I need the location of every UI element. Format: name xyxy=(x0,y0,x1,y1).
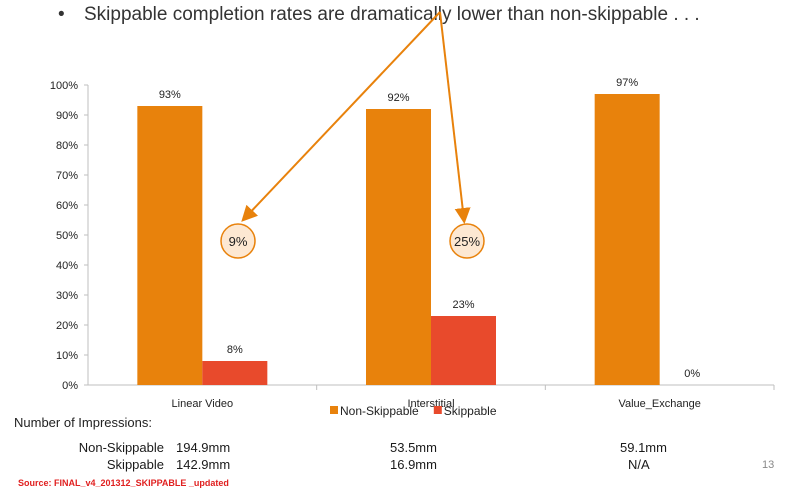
annotation-circle xyxy=(449,223,485,259)
y-tick-label: 10% xyxy=(56,350,78,362)
arrow-to-interstitial xyxy=(439,11,471,224)
impressions-value: 142.9mm xyxy=(176,457,231,472)
impressions-value: 53.5mm xyxy=(390,440,437,455)
y-tick-label: 60% xyxy=(56,200,78,212)
impressions-row-label: Non-Skippable xyxy=(78,440,164,455)
y-tick-label: 70% xyxy=(56,170,78,182)
bar-non-skippable xyxy=(137,106,203,385)
y-tick-label: 0% xyxy=(62,380,78,392)
annotation-circle xyxy=(220,223,256,259)
data-label: 93% xyxy=(159,89,181,101)
data-label: 8% xyxy=(227,344,243,356)
y-tick-label: 20% xyxy=(56,320,78,332)
impressions-title: Number of Impressions: xyxy=(14,415,152,430)
y-tick-label: 100% xyxy=(50,80,78,92)
legend-label: Non-Skippable xyxy=(340,404,419,418)
headline: • Skippable completion rates are dramatic… xyxy=(58,4,700,26)
data-label: 97% xyxy=(616,77,638,89)
headline-text: Skippable completion rates are dramatica… xyxy=(84,4,700,25)
bar-non-skippable xyxy=(366,109,431,385)
source-note: Source: FINAL_v4_201312_SKIPPABLE _updat… xyxy=(18,478,229,488)
annotation-label: 25% xyxy=(454,234,480,249)
y-tick-label: 90% xyxy=(56,110,78,122)
page-number: 13 xyxy=(762,459,775,471)
arrow-to-linear-video xyxy=(241,11,441,222)
x-tick-label: Linear Video xyxy=(172,398,234,410)
impressions-row-label: Skippable xyxy=(106,457,164,472)
bar-skippable xyxy=(202,361,268,385)
y-tick-label: 30% xyxy=(56,290,78,302)
x-tick-label: Value_Exchange xyxy=(618,398,700,410)
bar-skippable xyxy=(431,316,496,385)
bullet-icon: • xyxy=(58,4,65,25)
data-label: 0% xyxy=(684,368,700,380)
impressions-value: 16.9mm xyxy=(390,457,437,472)
bar-non-skippable xyxy=(594,94,660,385)
annotation-label: 9% xyxy=(229,234,248,249)
data-label: 23% xyxy=(452,299,474,311)
impressions-value: 194.9mm xyxy=(176,440,231,455)
legend-label: Skippable xyxy=(444,404,497,418)
legend-swatch xyxy=(433,406,442,414)
legend-swatch xyxy=(330,406,338,414)
data-label: 92% xyxy=(387,92,409,104)
y-tick-label: 40% xyxy=(56,260,78,272)
y-tick-label: 80% xyxy=(56,140,78,152)
x-tick-label: Interstitial xyxy=(407,398,454,410)
impressions-value: N/A xyxy=(628,457,650,472)
impressions-value: 59.1mm xyxy=(620,440,667,455)
y-tick-label: 50% xyxy=(56,230,78,242)
